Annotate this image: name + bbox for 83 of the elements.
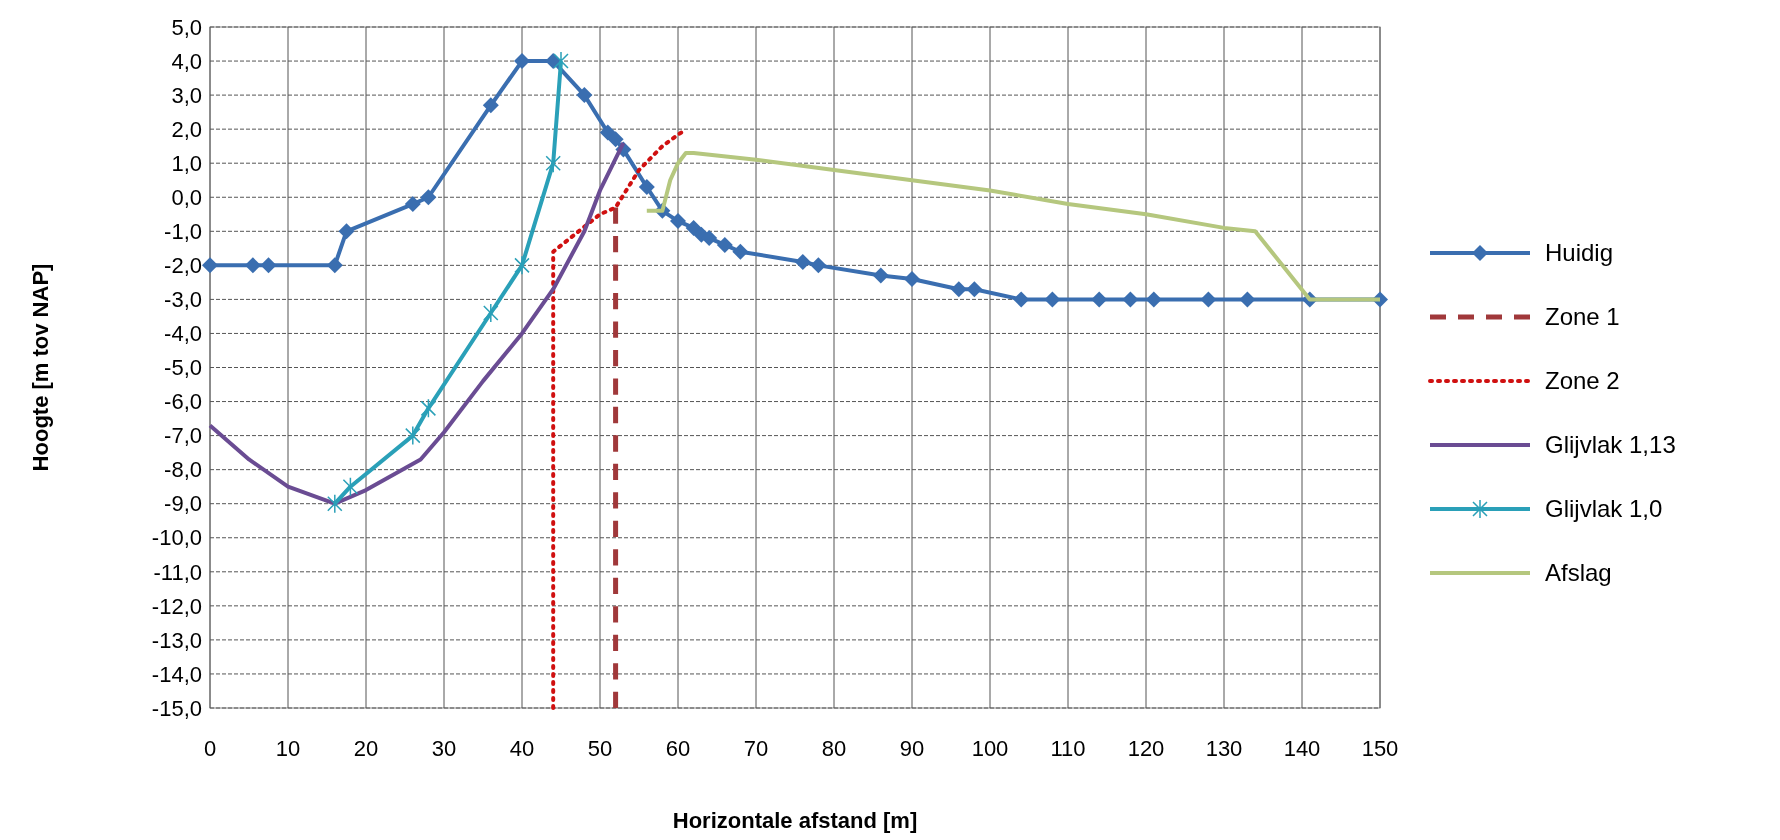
y-tick-label: 1,0 [171, 150, 202, 176]
y-tick-label: -3,0 [164, 287, 202, 313]
y-axis-title: Hoogte [m tov NAP] [28, 263, 53, 472]
point [638, 179, 655, 196]
x-axis-title: Horizontale afstand [m] [672, 808, 918, 833]
x-tick-label: 120 [1127, 736, 1165, 761]
x-tick-label: 110 [1050, 736, 1086, 761]
point [545, 153, 561, 173]
point [514, 255, 530, 276]
point [553, 51, 569, 71]
x-tick-label: 50 [587, 736, 613, 761]
y-tick-label: -13,0 [151, 627, 202, 653]
point [1200, 291, 1217, 308]
legend-label: Zone 1 [1545, 303, 1620, 331]
legend-label: Zone 2 [1545, 367, 1620, 395]
point [482, 97, 499, 114]
y-tick-label: -2,0 [164, 253, 202, 279]
y-tick-label: -12,0 [151, 593, 202, 619]
point [327, 493, 343, 514]
point [1044, 291, 1061, 308]
y-tick-label: -14,0 [151, 661, 202, 687]
y-tick-label: -9,0 [164, 491, 202, 517]
point [483, 303, 499, 323]
x-tick-label: 90 [899, 736, 925, 761]
point [1122, 291, 1139, 308]
point [810, 257, 827, 274]
legend-label: Glijvlak 1,13 [1545, 431, 1676, 459]
point [607, 131, 624, 148]
point [202, 257, 218, 274]
y-tick-label: -8,0 [164, 457, 202, 483]
point [420, 189, 437, 206]
point [1239, 291, 1256, 308]
point [685, 219, 702, 236]
y-tick-label: 2,0 [171, 116, 202, 142]
legend-label: Afslag [1545, 559, 1612, 587]
y-tick-label: 5,0 [171, 14, 202, 40]
x-tick-label: 80 [821, 736, 847, 761]
x-tick-label: 70 [743, 736, 769, 761]
x-tick-label: 40 [509, 736, 535, 761]
y-tick-label: -10,0 [151, 525, 202, 551]
x-tick-label: 10 [275, 736, 301, 761]
y-tick-label: -5,0 [164, 355, 202, 381]
point [405, 425, 421, 446]
point [1013, 291, 1030, 308]
point [1145, 291, 1162, 308]
point [244, 257, 261, 274]
point [701, 230, 718, 247]
point [338, 223, 355, 240]
point [514, 53, 530, 70]
point [716, 236, 733, 253]
x-tick-label: 30 [431, 736, 457, 761]
x-tick-label: 60 [665, 736, 691, 761]
x-tick-label: 0 [203, 736, 217, 761]
point [966, 281, 983, 298]
x-tick-label: 20 [353, 736, 379, 761]
point [1091, 291, 1108, 308]
point [732, 243, 749, 260]
point [260, 257, 277, 274]
x-tick-label: 150 [1361, 736, 1399, 761]
x-tick-label: 140 [1283, 736, 1321, 761]
y-tick-label: 4,0 [171, 48, 202, 74]
y-tick-label: -11,0 [153, 559, 202, 585]
legend-label: Huidig [1545, 239, 1614, 267]
legend-label: Glijvlak 1,0 [1545, 495, 1663, 523]
point [420, 398, 437, 419]
point [872, 267, 889, 284]
point [342, 476, 359, 497]
x-tick-label: 130 [1205, 736, 1243, 761]
point [794, 253, 811, 270]
point [670, 213, 686, 230]
y-tick-label: 0,0 [171, 184, 202, 210]
y-tick-label: -6,0 [164, 389, 202, 415]
y-tick-label: -15,0 [151, 695, 202, 721]
y-tick-label: -1,0 [164, 219, 202, 244]
y-tick-label: -7,0 [164, 423, 202, 449]
point [326, 257, 343, 274]
point [950, 281, 967, 298]
y-tick-label: 3,0 [171, 82, 202, 108]
y-tick-label: -4,0 [164, 321, 202, 347]
x-tick-label: 100 [971, 736, 1009, 761]
point [404, 196, 421, 213]
point [576, 87, 593, 104]
point [904, 270, 920, 287]
